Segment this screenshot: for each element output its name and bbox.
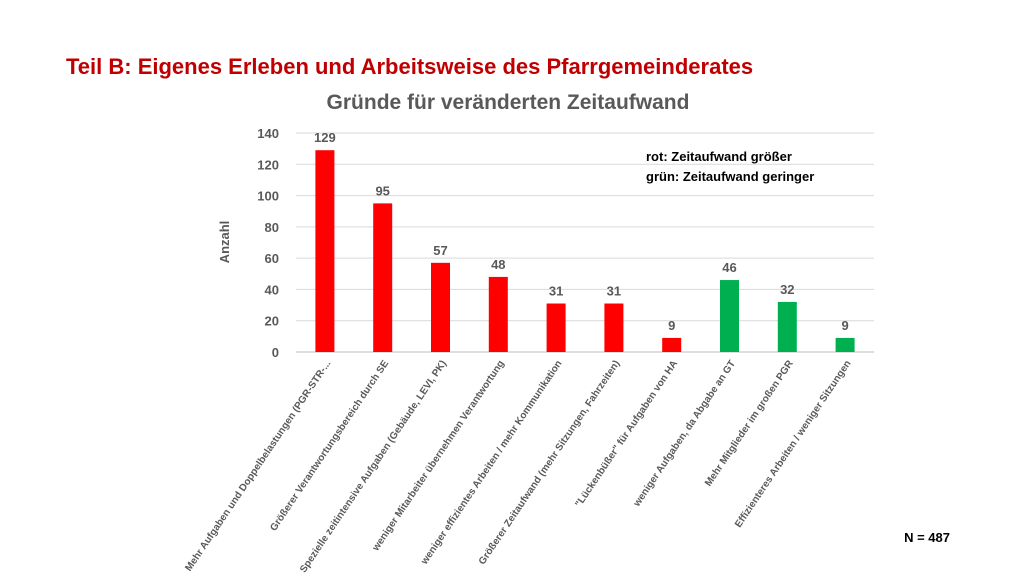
slide-title: Teil B: Eigenes Erleben und Arbeitsweise…: [66, 54, 754, 79]
bar-value-label: 48: [491, 257, 505, 272]
bar-value-label: 9: [841, 318, 848, 333]
bar: [662, 337, 682, 352]
bar: [777, 301, 797, 352]
bar-value-label: 95: [375, 183, 389, 198]
x-tick-label: Größerer Verantwortungsbereich durch SE: [268, 358, 391, 533]
gridlines: [296, 132, 874, 353]
bar-value-label: 31: [607, 284, 621, 299]
bar: [488, 276, 508, 352]
bar: [604, 303, 624, 352]
bar: [546, 303, 566, 352]
y-axis-label: Anzahl: [217, 221, 232, 264]
bar-value-label: 46: [722, 260, 736, 275]
x-tick-label: Effizienteres Arbeiten / weniger Sitzung…: [733, 359, 853, 530]
bar: [431, 262, 450, 352]
legend-green-note: grün: Zeitaufwand geringer: [646, 169, 814, 184]
sample-size-note: N = 487: [904, 530, 950, 545]
legend-annotation: rot: Zeitaufwand größer grün: Zeitaufwan…: [646, 149, 814, 184]
bar: [835, 337, 855, 352]
y-tick-label: 80: [265, 220, 279, 235]
x-tick-label: "Lückenbüßer" für Aufgaben von HA: [573, 359, 680, 510]
y-tick-label: 100: [257, 189, 279, 204]
x-tick-label: weniger Mitarbeiter übernehmen Verantwor…: [370, 359, 507, 554]
y-tick-label: 120: [257, 157, 279, 172]
x-tick-label: weniger Aufgaben, da Abgabe an GT: [631, 359, 738, 510]
x-axis-ticks: Mehr Aufgaben und Doppelbelastungen (PGR…: [183, 358, 853, 575]
bar: [315, 150, 335, 352]
bar: [373, 203, 393, 352]
y-tick-label: 20: [265, 314, 279, 329]
y-tick-label: 60: [265, 251, 279, 266]
chart-title: Gründe für veränderten Zeitaufwand: [327, 91, 690, 114]
bar-value-label: 32: [780, 282, 794, 297]
legend-red-note: rot: Zeitaufwand größer: [646, 149, 792, 164]
bar: [720, 280, 739, 352]
bar-value-label: 31: [549, 284, 563, 299]
bars: [315, 150, 855, 352]
bar-value-label: 9: [668, 318, 675, 333]
y-tick-label: 40: [265, 282, 279, 297]
y-tick-label: 140: [257, 126, 279, 141]
bar-value-label: 57: [433, 243, 447, 258]
value-labels: 129 95 57 48 31 31 9 46 32 9: [314, 130, 849, 333]
bar-value-label: 129: [314, 130, 336, 145]
y-tick-label: 0: [272, 345, 279, 360]
y-axis-ticks: 0 20 40 60 80 100 120 140: [257, 126, 279, 360]
